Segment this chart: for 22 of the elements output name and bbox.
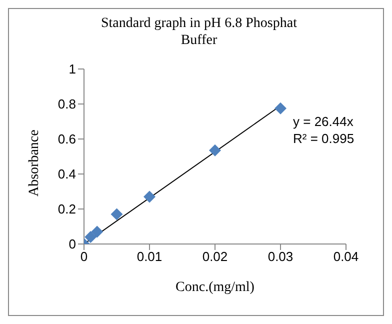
y-axis-title: Absorbance bbox=[26, 130, 42, 196]
x-axis-title: Conc.(mg/ml) bbox=[176, 280, 255, 295]
x-tick-label: 0.03 bbox=[268, 249, 294, 264]
y-tick-label: 0.2 bbox=[58, 202, 76, 217]
x-tick-label: 0.04 bbox=[333, 249, 359, 264]
y-tick-label: 0.6 bbox=[58, 132, 76, 147]
chart-title: Standard graph in pH 6.8 Phosphat Buffer bbox=[100, 15, 298, 49]
y-tick-label: 1 bbox=[68, 62, 76, 77]
annotation: R² = 0.995 bbox=[293, 130, 354, 147]
y-tick-label: 0.4 bbox=[58, 166, 76, 182]
point bbox=[274, 102, 286, 114]
x-tick-label: 0.02 bbox=[202, 249, 228, 264]
point bbox=[110, 208, 123, 220]
point bbox=[84, 231, 97, 243]
point bbox=[144, 190, 156, 203]
annotation: y = 26.44x bbox=[293, 113, 354, 130]
y-tick-label: 0.8 bbox=[58, 96, 76, 112]
point bbox=[91, 226, 104, 238]
y-tick-label: 0 bbox=[68, 236, 76, 252]
x-tick-label: 0.01 bbox=[136, 249, 162, 264]
point bbox=[209, 144, 221, 156]
x-tick-label: 0 bbox=[80, 249, 88, 264]
